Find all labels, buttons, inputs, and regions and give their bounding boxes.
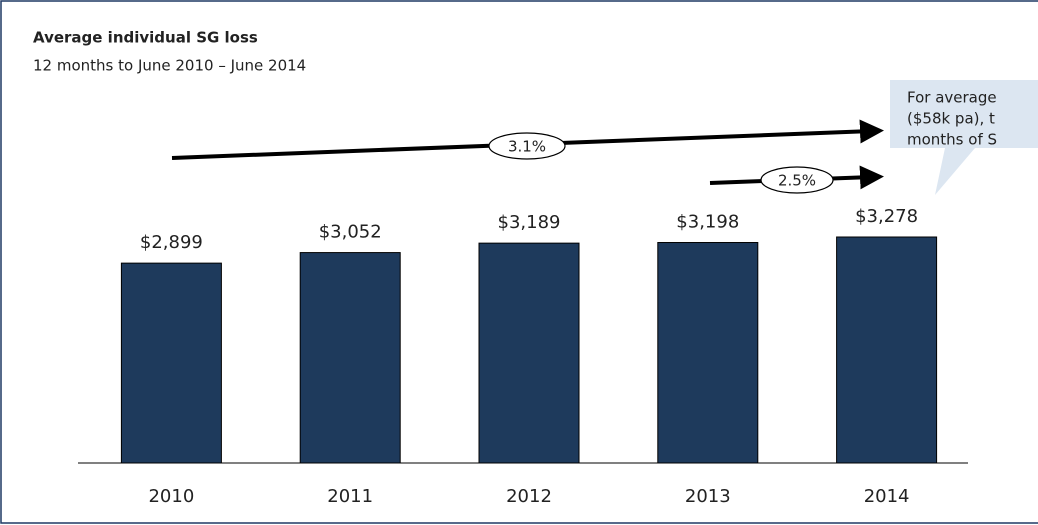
value-label: $3,189 xyxy=(498,212,561,233)
bar xyxy=(299,252,401,464)
value-label: $2,899 xyxy=(140,232,203,253)
bar xyxy=(657,242,759,464)
callout-text: For average xyxy=(907,89,997,107)
callout-box xyxy=(890,80,1038,195)
x-tick-label: 2013 xyxy=(685,486,731,507)
annotation-ellipse xyxy=(488,132,566,160)
bar xyxy=(120,262,222,464)
x-tick-label: 2011 xyxy=(327,486,373,507)
value-label: $3,198 xyxy=(676,212,739,233)
chart-title: Average individual SG loss xyxy=(33,29,258,47)
callout-text: months of S xyxy=(907,131,997,149)
value-label: $3,052 xyxy=(319,222,382,243)
bar xyxy=(478,242,580,464)
bar xyxy=(836,236,938,464)
annotation-ellipse xyxy=(760,166,834,194)
chart-subtitle: 12 months to June 2010 – June 2014 xyxy=(33,57,306,75)
annotation: 2.5% xyxy=(778,172,816,190)
value-label: $3,278 xyxy=(855,206,918,227)
callout-text: ($58k pa), t xyxy=(907,110,995,128)
x-tick-label: 2010 xyxy=(148,486,194,507)
annotation: 3.1% xyxy=(508,138,546,156)
x-tick-label: 2014 xyxy=(864,486,910,507)
x-tick-label: 2012 xyxy=(506,486,552,507)
